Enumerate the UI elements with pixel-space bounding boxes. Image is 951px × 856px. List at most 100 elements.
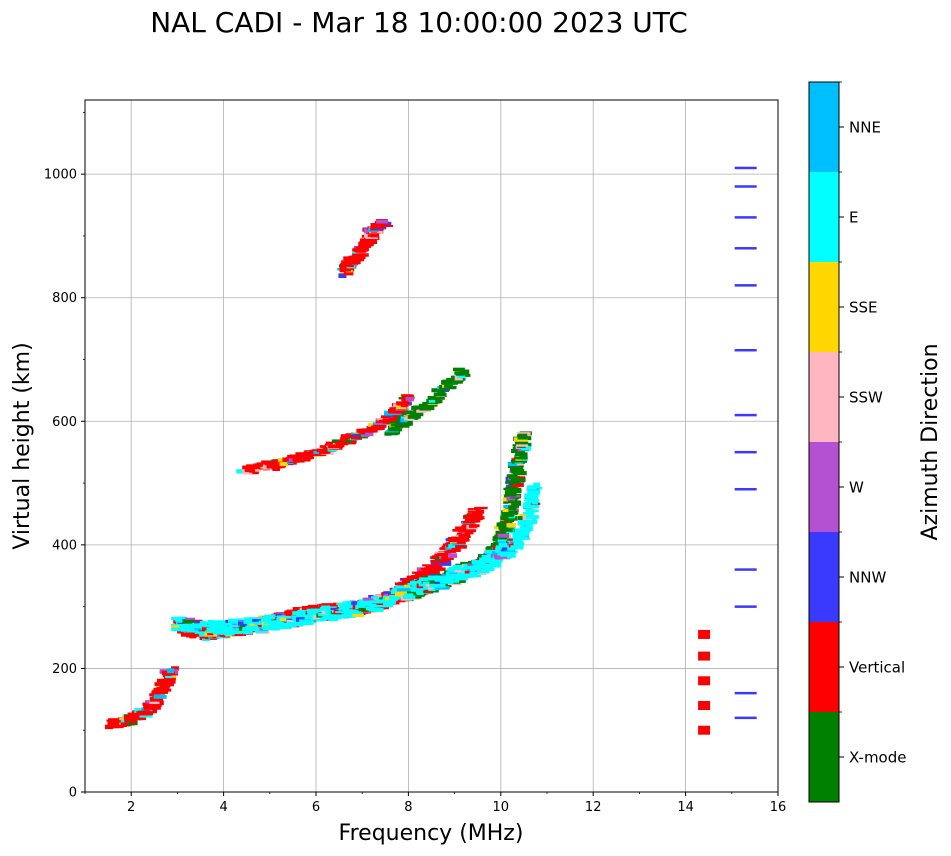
y-tick-label: 400 — [52, 538, 77, 553]
data-mark — [497, 533, 508, 538]
data-mark — [287, 624, 297, 628]
data-mark — [367, 234, 376, 237]
data-mark — [352, 253, 359, 257]
data-mark — [533, 482, 540, 486]
data-mark — [444, 550, 457, 553]
data-mark — [493, 559, 500, 565]
data-mark — [158, 688, 172, 692]
data-mark — [266, 626, 281, 630]
data-mark — [325, 613, 337, 618]
data-mark — [734, 716, 757, 720]
colorbar-segment — [809, 172, 839, 262]
data-mark — [452, 380, 460, 383]
data-mark — [236, 629, 247, 634]
colorbar-label: NNW — [849, 569, 886, 587]
data-mark — [263, 622, 277, 625]
data-mark — [305, 619, 316, 622]
data-mark — [343, 604, 356, 609]
x-tick-label: 16 — [770, 800, 787, 815]
colorbar-label: E — [849, 209, 858, 227]
data-mark — [291, 615, 303, 619]
data-mark — [322, 449, 331, 454]
data-mark — [342, 613, 356, 618]
x-axis-label: Frequency (MHz) — [339, 821, 524, 846]
y-axis: 0 200 400 600 800 1000 — [44, 111, 85, 801]
data-mark — [485, 549, 499, 554]
data-mark — [364, 233, 371, 238]
data-mark — [331, 614, 345, 619]
data-mark — [509, 488, 521, 491]
data-mark — [358, 607, 372, 612]
data-mark — [454, 565, 464, 571]
data-mark — [441, 555, 452, 561]
data-mark — [245, 625, 259, 631]
data-mark — [400, 418, 408, 423]
data-mark — [482, 568, 492, 571]
data-mark — [268, 617, 283, 622]
data-mark — [184, 617, 196, 620]
colorbar-segment — [809, 262, 839, 352]
data-mark — [439, 580, 454, 584]
data-mark — [518, 433, 528, 437]
data-mark — [137, 716, 147, 721]
data-mark — [456, 373, 464, 376]
data-mark — [515, 528, 528, 532]
data-mark — [525, 508, 534, 512]
x-tick-label: 10 — [493, 800, 510, 815]
data-mark — [439, 560, 447, 563]
data-mark — [322, 607, 330, 611]
data-mark — [462, 528, 476, 533]
data-mark — [438, 576, 449, 581]
grid — [85, 100, 779, 793]
data-mark — [399, 599, 406, 602]
data-mark — [473, 571, 481, 575]
data-mark — [474, 506, 488, 510]
data-mark — [366, 431, 374, 437]
data-mark — [293, 621, 304, 627]
data-mark — [513, 471, 521, 475]
data-mark — [319, 445, 327, 448]
data-mark — [474, 516, 485, 520]
data-mark — [134, 708, 147, 713]
data-mark — [355, 246, 364, 250]
data-mark — [456, 537, 470, 542]
data-mark — [394, 428, 402, 432]
colorbar-segment — [809, 622, 839, 712]
data-mark — [331, 439, 343, 444]
data-mark — [355, 610, 363, 614]
data-mark — [698, 629, 711, 639]
data-mark — [504, 516, 518, 521]
y-tick-label: 1000 — [44, 168, 77, 183]
data-mark — [279, 462, 289, 467]
data-mark — [467, 563, 475, 567]
data-mark — [525, 505, 539, 509]
x-tick-label: 12 — [585, 800, 602, 815]
colorbar-segment — [809, 442, 839, 532]
data-mark — [525, 515, 539, 519]
data-mark — [267, 616, 276, 619]
data-mark — [455, 579, 466, 583]
data-mark — [516, 456, 528, 460]
data-mark — [458, 572, 466, 577]
data-mark — [338, 273, 347, 279]
data-mark — [428, 399, 436, 403]
data-mark — [194, 627, 206, 631]
data-mark — [419, 577, 429, 583]
data-mark — [367, 423, 377, 427]
data-mark — [492, 551, 500, 556]
data-mark — [452, 542, 466, 546]
data-mark — [272, 466, 281, 472]
data-mark — [352, 432, 365, 435]
data-mark — [508, 510, 519, 515]
data-mark — [284, 610, 299, 615]
data-mark — [318, 612, 332, 617]
data-mark — [501, 524, 509, 529]
data-mark — [504, 492, 517, 497]
data-mark — [734, 568, 757, 571]
data-mark — [295, 452, 306, 458]
data-mark — [500, 529, 515, 532]
data-mark — [357, 253, 369, 257]
data-mark — [352, 613, 364, 618]
data-mark — [423, 590, 433, 593]
